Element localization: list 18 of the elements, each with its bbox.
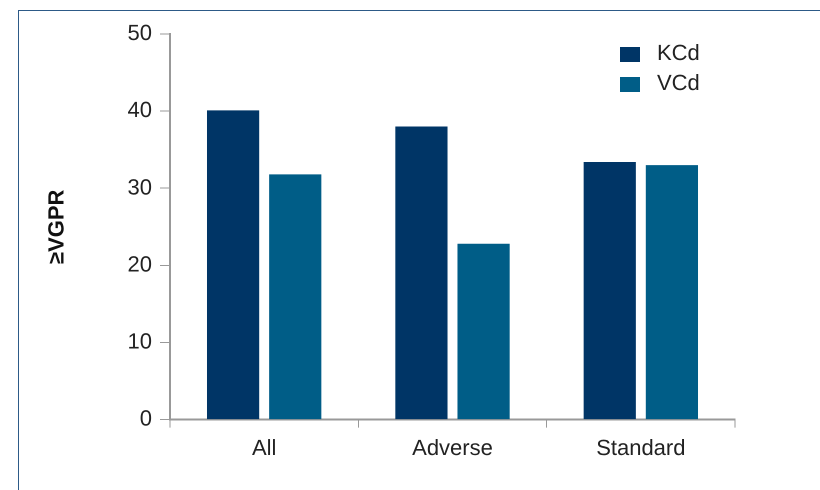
x-tick-label: Adverse (412, 434, 493, 460)
bar (206, 110, 260, 420)
bar (269, 174, 322, 420)
bar (457, 244, 510, 420)
x-tick-label: Standard (596, 434, 686, 460)
y-tick-label: 0 (140, 406, 152, 431)
y-tick-label: 40 (128, 97, 152, 122)
x-tick-label: All (252, 434, 276, 460)
legend-label: KCd (657, 40, 700, 66)
bar (395, 126, 448, 420)
y-axis-title: ≥VGPR (43, 189, 68, 264)
y-tick-label: 30 (128, 174, 152, 200)
y-tick-label: 10 (128, 328, 152, 354)
y-tick-label: 20 (128, 251, 152, 276)
y-tick-label: 50 (128, 20, 152, 46)
legend-label: VCd (657, 70, 700, 96)
bar (584, 162, 636, 420)
bar (646, 165, 698, 420)
